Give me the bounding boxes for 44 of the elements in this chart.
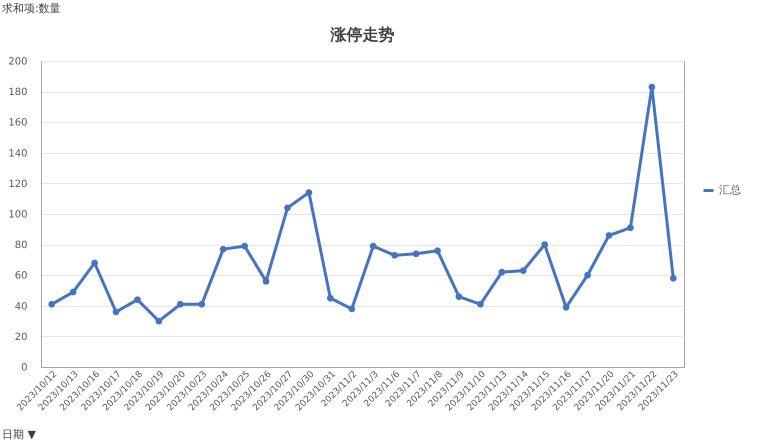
chart-title: 涨停走势 <box>330 25 394 44</box>
point <box>670 274 677 282</box>
y-tick-label: 60 <box>14 270 28 282</box>
point <box>156 318 162 324</box>
legend-label: 汇总 <box>719 184 741 196</box>
y-tick-label: 80 <box>14 240 28 252</box>
point <box>498 268 506 276</box>
y-tick-label: 160 <box>8 118 28 129</box>
point <box>648 84 656 90</box>
point <box>348 306 356 312</box>
point <box>220 246 227 253</box>
y-tick-label: 140 <box>8 148 28 160</box>
point <box>176 300 184 308</box>
point <box>477 300 484 308</box>
text: 日期 ▼ <box>2 428 36 441</box>
point <box>627 224 634 232</box>
y-tick-label: 120 <box>8 178 28 190</box>
point <box>456 293 462 300</box>
point <box>262 278 270 285</box>
y-tick-label: 100 <box>8 210 28 220</box>
y-tick-label: 180 <box>8 87 28 98</box>
point <box>412 250 420 258</box>
point <box>134 296 141 304</box>
point <box>306 189 312 196</box>
point <box>112 308 120 316</box>
point <box>241 242 248 250</box>
point <box>326 294 334 302</box>
point <box>584 272 591 279</box>
y-tick-label: 40 <box>14 301 28 312</box>
point <box>48 300 56 308</box>
point <box>434 247 441 254</box>
point <box>284 204 291 212</box>
y-tick-label: 200 <box>8 56 28 68</box>
point <box>91 260 98 266</box>
point <box>370 242 377 250</box>
y-tick-label: 0 <box>21 362 28 374</box>
point <box>198 300 206 308</box>
point <box>70 288 77 296</box>
point <box>541 241 548 248</box>
point <box>520 267 527 274</box>
point <box>606 232 612 239</box>
y-tick-label: 20 <box>14 332 28 343</box>
text: 求和项:数量 <box>2 2 61 15</box>
point <box>391 252 398 259</box>
